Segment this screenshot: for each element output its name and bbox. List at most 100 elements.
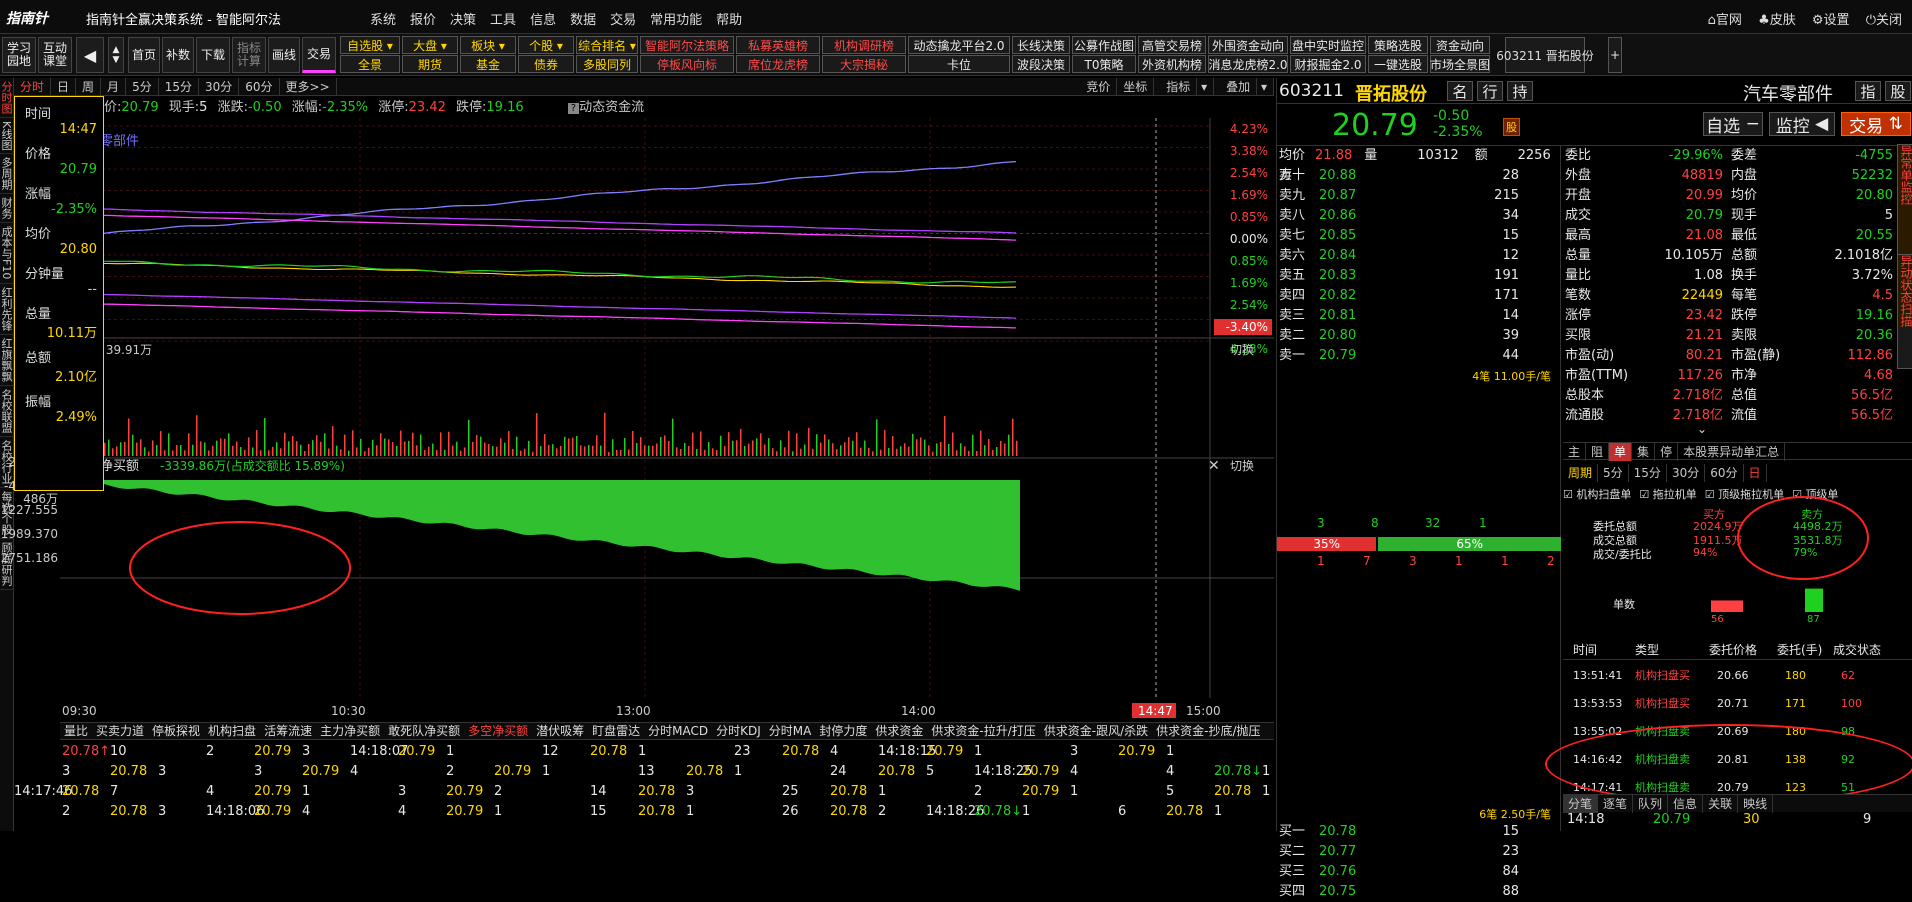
order-type-checkbox[interactable]: ☑ 机构扫盘单	[1563, 488, 1632, 501]
indicator-tab[interactable]: 供求资金	[875, 724, 924, 738]
overlay-dropdown[interactable]: 叠加 ▾	[1214, 78, 1274, 96]
menu-item[interactable]: 报价	[410, 13, 437, 28]
indicator-tab[interactable]: 敢死队净买额	[388, 724, 461, 738]
toolbar-link[interactable]: 盘中实时监控	[1290, 36, 1366, 54]
ask-row[interactable]: 卖八 20.86 34	[1279, 208, 1519, 223]
close-button[interactable]: 关闭	[1875, 13, 1902, 28]
switch-button[interactable]: 切换	[1230, 459, 1254, 473]
left-nav-item[interactable]: 名校行业	[0, 437, 14, 488]
interactive-class-button[interactable]: 互动课堂	[38, 37, 72, 73]
toolbar-link[interactable]: 全景	[340, 55, 400, 73]
period-tab[interactable]: 30分	[1667, 464, 1706, 482]
panel-tab[interactable]: 本股票异动单汇总	[1678, 443, 1786, 461]
indicator-dropdown[interactable]: 指标 ▾	[1154, 78, 1215, 96]
trade-quick-button[interactable]: 交易 ⇅	[1841, 112, 1911, 137]
supplement-data-button[interactable]: 补数	[162, 37, 194, 73]
holding-tag[interactable]: 持	[1507, 81, 1533, 101]
toolbar-link[interactable]: 自选股 ▾	[340, 36, 400, 54]
ask-row[interactable]: 卖三 20.81 14	[1279, 308, 1519, 323]
ask-row[interactable]: 卖二 20.80 39	[1279, 328, 1519, 343]
panel-tab[interactable]: 主	[1563, 443, 1587, 461]
stock-tag[interactable]: 股	[1885, 81, 1911, 101]
period-tab-30m[interactable]: 30分	[199, 78, 240, 96]
menu-item[interactable]: 交易	[610, 13, 637, 28]
switch-button[interactable]: 切换	[1230, 343, 1254, 357]
indicator-tab[interactable]: 量比	[64, 724, 89, 738]
stock-tab[interactable]: 603211 晋拓股份	[1496, 37, 1594, 73]
toolbar-link[interactable]: 外资机构榜	[1138, 55, 1206, 73]
intraday-chart[interactable]: 4.23% 3.38% 2.54% 1.69% 0.85% 0.00% 0.85% 1.69%…	[1, 118, 1274, 718]
menu-item[interactable]: 系统	[370, 13, 397, 28]
indicator-tab[interactable]: 盯盘雷达	[592, 724, 641, 738]
indicator-tab[interactable]: 买卖力道	[96, 724, 145, 738]
toolbar-link[interactable]: 席位龙虎榜	[736, 55, 820, 73]
draw-line-button[interactable]: 画线	[268, 37, 300, 73]
auction-button[interactable]: 竞价	[1080, 78, 1118, 96]
order-row[interactable]: 13:53:53 机构扫盘买 20.71 171 100	[1563, 694, 1912, 714]
expand-icon[interactable]: ⌄	[1697, 422, 1708, 436]
period-tab[interactable]: 60分	[1705, 464, 1744, 482]
updown-arrows-icon[interactable]: ▲ ▼	[108, 37, 124, 73]
toolbar-link[interactable]: 多股同列	[576, 55, 638, 73]
detail-tab[interactable]: 逐笔	[1598, 795, 1634, 813]
name-tag[interactable]: 名	[1447, 81, 1473, 101]
ask-row[interactable]: 卖九 20.87 215	[1279, 188, 1519, 203]
indicator-tab[interactable]: 主力净买额	[320, 724, 381, 738]
indicator-tab[interactable]: 供求资金-跟风/杀跌	[1043, 724, 1149, 738]
period-tab[interactable]: 5分	[1598, 464, 1629, 482]
toolbar-link[interactable]: 财报掘金2.0	[1290, 55, 1366, 73]
left-nav-item[interactable]: 红旗飘飘	[0, 335, 14, 386]
period-tab[interactable]: 15分	[1629, 464, 1667, 482]
left-nav-item[interactable]: K线图	[0, 118, 14, 155]
toolbar-link[interactable]: 期货	[402, 55, 458, 73]
indicator-tab[interactable]: 分时KDJ	[716, 724, 761, 738]
panel-tab[interactable]: 阻	[1586, 443, 1610, 461]
toolbar-link[interactable]: 大宗揭秘	[822, 55, 906, 73]
toolbar-link[interactable]: T0策略	[1072, 55, 1136, 73]
toolbar-link[interactable]: 机构调研榜	[822, 36, 906, 54]
toolbar-link[interactable]: 公募作战图	[1072, 36, 1136, 54]
indicator-tab[interactable]: 机构扫盘	[208, 724, 257, 738]
period-tab[interactable]: 周期	[1563, 464, 1599, 482]
detail-tab[interactable]: 信息	[1668, 795, 1704, 813]
toolbar-link[interactable]: 市场全景图	[1430, 55, 1490, 73]
indicator-calc-button[interactable]: 指标计算	[232, 37, 266, 73]
coordinate-button[interactable]: 坐标	[1117, 78, 1155, 96]
left-nav-item[interactable]: 成本与F10	[0, 223, 14, 284]
toolbar-link[interactable]: 停板风向标	[640, 55, 734, 73]
period-tab-month[interactable]: 月	[101, 78, 127, 96]
toolbar-link[interactable]: 高管交易榜	[1138, 36, 1206, 54]
period-tab-5m[interactable]: 5分	[126, 78, 159, 96]
order-type-checkbox[interactable]: ☑ 顶级拖拉机单	[1704, 488, 1785, 501]
checkbox-icon[interactable]: ☑	[1563, 488, 1577, 501]
bid-row[interactable]: 买四 20.75 88	[1279, 884, 1519, 899]
toolbar-link[interactable]: 债券	[518, 55, 574, 73]
period-tab-day[interactable]: 日	[51, 78, 77, 96]
ask-row[interactable]: 卖五 20.83 191	[1279, 268, 1519, 283]
toolbar-link[interactable]: 智能阿尔法策略	[640, 36, 734, 54]
left-nav-item[interactable]: 名校联盟	[0, 386, 14, 437]
left-nav-item[interactable]: 每选个股	[0, 488, 14, 539]
toolbar-link[interactable]: 个股 ▾	[518, 36, 574, 54]
industry-name[interactable]: 汽车零部件	[1743, 84, 1833, 105]
period-tab-more[interactable]: 更多>>	[280, 78, 337, 96]
toolbar-link[interactable]: 动态擒龙平台2.0	[908, 36, 1010, 54]
toolbar-link[interactable]: 消息龙虎榜2.0	[1208, 55, 1288, 73]
order-row[interactable]: 13:51:41 机构扫盘买 20.66 180 62	[1563, 666, 1912, 686]
left-nav-item[interactable]: 顾底研判	[0, 539, 14, 590]
detail-tab[interactable]: 队列	[1633, 795, 1669, 813]
panel-tab[interactable]: 停	[1655, 443, 1679, 461]
menu-item[interactable]: 常用功能	[650, 13, 703, 28]
period-tab[interactable]: 日	[1744, 464, 1767, 482]
skin-button[interactable]: 皮肤	[1769, 13, 1796, 28]
bid-row[interactable]: 买二 20.77 23	[1279, 844, 1519, 859]
home-page-button[interactable]: 首页	[128, 37, 160, 73]
period-tab-week[interactable]: 周	[76, 78, 102, 96]
left-nav-item[interactable]: 红利先锋	[0, 284, 14, 335]
panel-tab[interactable]: 集	[1632, 443, 1656, 461]
menu-item[interactable]: 数据	[570, 13, 597, 28]
bid-row[interactable]: 买三 20.76 84	[1279, 864, 1519, 879]
detail-tab[interactable]: 分笔	[1563, 795, 1599, 813]
detail-tab[interactable]: 关联	[1703, 795, 1739, 813]
indicator-tab[interactable]: 封停力度	[819, 724, 868, 738]
